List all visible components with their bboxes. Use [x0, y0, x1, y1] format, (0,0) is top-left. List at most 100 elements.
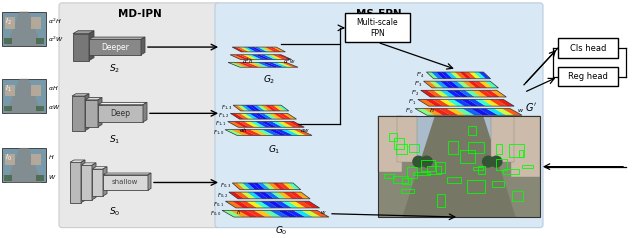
FancyBboxPatch shape	[59, 3, 220, 228]
Text: $I_1$: $I_1$	[5, 84, 12, 94]
Polygon shape	[288, 183, 301, 190]
Polygon shape	[253, 105, 265, 111]
Polygon shape	[479, 72, 491, 79]
Polygon shape	[281, 62, 298, 67]
Polygon shape	[233, 105, 244, 111]
Polygon shape	[255, 121, 271, 127]
Polygon shape	[235, 192, 250, 199]
Polygon shape	[148, 173, 151, 190]
Bar	[408, 144, 419, 152]
Polygon shape	[289, 192, 304, 199]
Polygon shape	[461, 99, 479, 106]
Text: $\alpha H$: $\alpha H$	[48, 84, 59, 92]
Text: $F_{1,2}$: $F_{1,2}$	[218, 112, 229, 120]
Polygon shape	[241, 192, 256, 199]
Polygon shape	[239, 47, 252, 52]
Polygon shape	[486, 109, 506, 115]
Polygon shape	[239, 121, 255, 127]
Text: $W$: $W$	[48, 173, 56, 181]
Polygon shape	[276, 62, 293, 67]
Text: MS-FPN: MS-FPN	[356, 9, 402, 19]
Text: $G_2$: $G_2$	[263, 74, 275, 86]
Polygon shape	[283, 121, 299, 127]
Polygon shape	[98, 102, 147, 105]
Polygon shape	[294, 130, 312, 135]
Polygon shape	[285, 210, 305, 217]
Polygon shape	[446, 99, 464, 106]
Bar	[388, 133, 397, 141]
Bar	[558, 38, 618, 58]
Text: $F_{0,1}$: $F_{0,1}$	[213, 200, 225, 209]
Polygon shape	[228, 121, 244, 127]
Text: $F_{0,0}$: $F_{0,0}$	[210, 210, 221, 218]
Polygon shape	[468, 81, 482, 88]
Polygon shape	[445, 81, 460, 88]
Polygon shape	[250, 121, 266, 127]
Text: Reg head: Reg head	[568, 72, 608, 81]
Polygon shape	[470, 109, 490, 115]
Bar	[36, 106, 44, 111]
Polygon shape	[259, 113, 273, 119]
Bar	[460, 150, 476, 163]
Text: $G'$: $G'$	[525, 101, 537, 113]
Polygon shape	[234, 55, 249, 60]
Polygon shape	[474, 81, 488, 88]
Bar	[511, 116, 540, 177]
Text: $F_{0,2}$: $F_{0,2}$	[216, 191, 228, 199]
Text: shallow: shallow	[112, 179, 138, 185]
Polygon shape	[451, 81, 465, 88]
Polygon shape	[264, 113, 278, 119]
Polygon shape	[225, 130, 243, 135]
Polygon shape	[459, 90, 475, 97]
Bar	[518, 150, 524, 157]
Circle shape	[412, 156, 425, 168]
Polygon shape	[269, 210, 289, 217]
Polygon shape	[424, 81, 438, 88]
Bar	[5, 17, 15, 29]
Polygon shape	[494, 109, 514, 115]
Polygon shape	[268, 183, 280, 190]
Polygon shape	[293, 210, 313, 217]
Polygon shape	[496, 99, 514, 106]
Bar	[448, 141, 458, 154]
Polygon shape	[482, 99, 500, 106]
Polygon shape	[6, 148, 42, 183]
Text: $\alpha^2 h$: $\alpha^2 h$	[242, 57, 253, 66]
Text: $S_2$: $S_2$	[109, 63, 120, 75]
Bar	[478, 166, 485, 174]
Bar	[512, 191, 524, 201]
Polygon shape	[283, 192, 298, 199]
Bar	[436, 162, 445, 173]
Polygon shape	[423, 109, 443, 115]
Polygon shape	[281, 130, 300, 135]
Polygon shape	[295, 192, 310, 199]
Polygon shape	[502, 109, 522, 115]
Polygon shape	[103, 173, 151, 175]
Polygon shape	[484, 90, 500, 97]
Polygon shape	[246, 201, 264, 208]
Polygon shape	[222, 210, 242, 217]
Text: $\alpha w$: $\alpha w$	[300, 128, 310, 134]
Polygon shape	[454, 109, 474, 115]
Polygon shape	[267, 62, 284, 67]
Polygon shape	[98, 98, 102, 127]
Polygon shape	[301, 210, 321, 217]
Polygon shape	[271, 192, 286, 199]
Polygon shape	[465, 72, 476, 79]
Polygon shape	[239, 55, 253, 60]
Bar	[2, 11, 46, 46]
Polygon shape	[431, 72, 443, 79]
Bar	[413, 172, 430, 175]
Bar	[492, 116, 514, 162]
Polygon shape	[92, 167, 107, 169]
Polygon shape	[277, 192, 292, 199]
Bar	[468, 126, 476, 135]
Bar	[558, 67, 618, 86]
Polygon shape	[278, 183, 291, 190]
Text: $\alpha^2W$: $\alpha^2W$	[48, 35, 63, 44]
Polygon shape	[238, 210, 258, 217]
Polygon shape	[6, 79, 42, 113]
Bar	[406, 167, 417, 178]
Polygon shape	[85, 98, 102, 100]
Circle shape	[490, 156, 502, 168]
